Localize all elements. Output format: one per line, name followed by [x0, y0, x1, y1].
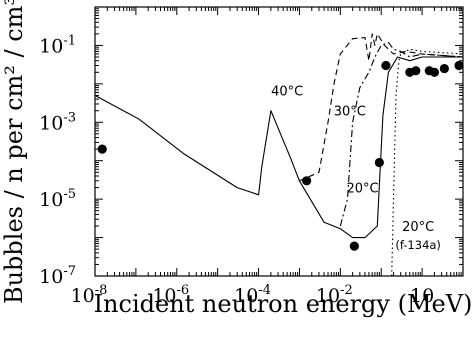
series-line-dashed	[299, 33, 464, 182]
x-tick-label: 10-2	[316, 283, 353, 307]
y-tick-label: 10-3	[39, 110, 76, 134]
x-tick-labels: 10-8 10-6 10-4 10-2 10	[71, 283, 435, 307]
y-tick-label: 10-5	[39, 187, 76, 211]
data-point	[454, 60, 464, 71]
markers-layer	[97, 60, 464, 251]
y-tick-label: 10-1	[39, 33, 76, 57]
data-point	[381, 60, 391, 71]
plot-frame	[94, 6, 464, 277]
x-tick-label: 10-4	[234, 283, 271, 307]
annotation-label: (f-134a)	[395, 238, 441, 252]
annotations-layer: 40°C 30°C 20°C 20°C (f-134a)	[271, 84, 441, 252]
y-tick-labels: 10-7 10-5 10-3 10-1	[39, 33, 76, 288]
annotation-label: 20°C	[347, 181, 379, 196]
series-layer	[94, 33, 464, 277]
data-point	[429, 67, 440, 77]
data-point	[349, 241, 359, 251]
data-point	[374, 157, 384, 168]
data-point	[411, 66, 421, 76]
data-point	[302, 176, 312, 186]
axis-ticks	[94, 6, 464, 277]
x-tick-label: 10-8	[71, 283, 108, 307]
annotation-label: 30°C	[334, 105, 366, 120]
data-point	[97, 144, 107, 154]
x-tick-label: 10-6	[152, 283, 189, 307]
x-axis-title: Incident neutron energy (MeV)	[94, 290, 473, 318]
series-line-solid	[94, 56, 463, 239]
x-tick-label: 10	[410, 285, 434, 307]
data-point	[439, 63, 449, 74]
y-axis-title: Bubbles / n per cm² / cm³	[0, 0, 28, 304]
annotation-label: 20°C	[402, 220, 434, 235]
plot-area: 40°C 30°C 20°C 20°C (f-134a)	[94, 6, 464, 277]
y-tick-label: 10-7	[39, 264, 76, 288]
annotation-label: 40°C	[271, 84, 303, 99]
